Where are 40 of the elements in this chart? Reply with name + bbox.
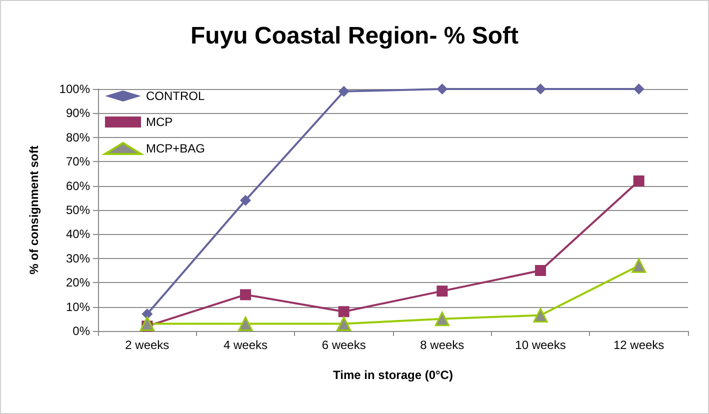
legend-label: MCP+BAG (146, 142, 206, 156)
point (240, 194, 251, 206)
y-axis-title: % of consignment soft (27, 146, 41, 274)
y-tick-label: 10% (66, 300, 90, 314)
point (338, 306, 350, 318)
x-tick-label: 10 weeks (515, 338, 566, 352)
point (633, 175, 644, 186)
x-tick-label: 2 weeks (125, 338, 170, 352)
point (338, 86, 350, 97)
y-tick-label: 90% (66, 106, 90, 120)
x-tick-label: 4 weeks (223, 338, 268, 352)
y-tick-label: 60% (66, 178, 90, 193)
legend-label: MCP (146, 115, 173, 129)
point (535, 84, 546, 94)
point (240, 289, 251, 300)
y-tick-label: 50% (66, 203, 90, 217)
point (436, 286, 448, 297)
point (632, 258, 646, 273)
point (633, 84, 644, 94)
x-tick-label: 8 weeks (420, 338, 464, 352)
y-tick-label: 0% (72, 324, 90, 338)
x-axis-title: Time in storage (0°C) (333, 368, 453, 382)
y-tick-label: 40% (66, 227, 90, 242)
chart-title: Fuyu Coastal Region- % Soft (190, 22, 519, 50)
legend-label: CONTROL (146, 89, 205, 103)
y-tick-label: 30% (66, 251, 90, 266)
point (238, 316, 253, 331)
y-tick-label: 70% (66, 154, 90, 169)
point (436, 84, 448, 94)
point (535, 265, 546, 276)
point (336, 316, 352, 331)
y-tick-label: 100% (59, 82, 90, 96)
x-tick-label: 12 weeks (613, 338, 664, 352)
point (140, 316, 154, 331)
y-tick-label: 80% (66, 130, 90, 144)
point (533, 308, 548, 323)
y-tick-label: 20% (66, 276, 90, 290)
point (142, 308, 153, 320)
point (434, 312, 450, 326)
x-tick-label: 6 weeks (322, 338, 366, 352)
